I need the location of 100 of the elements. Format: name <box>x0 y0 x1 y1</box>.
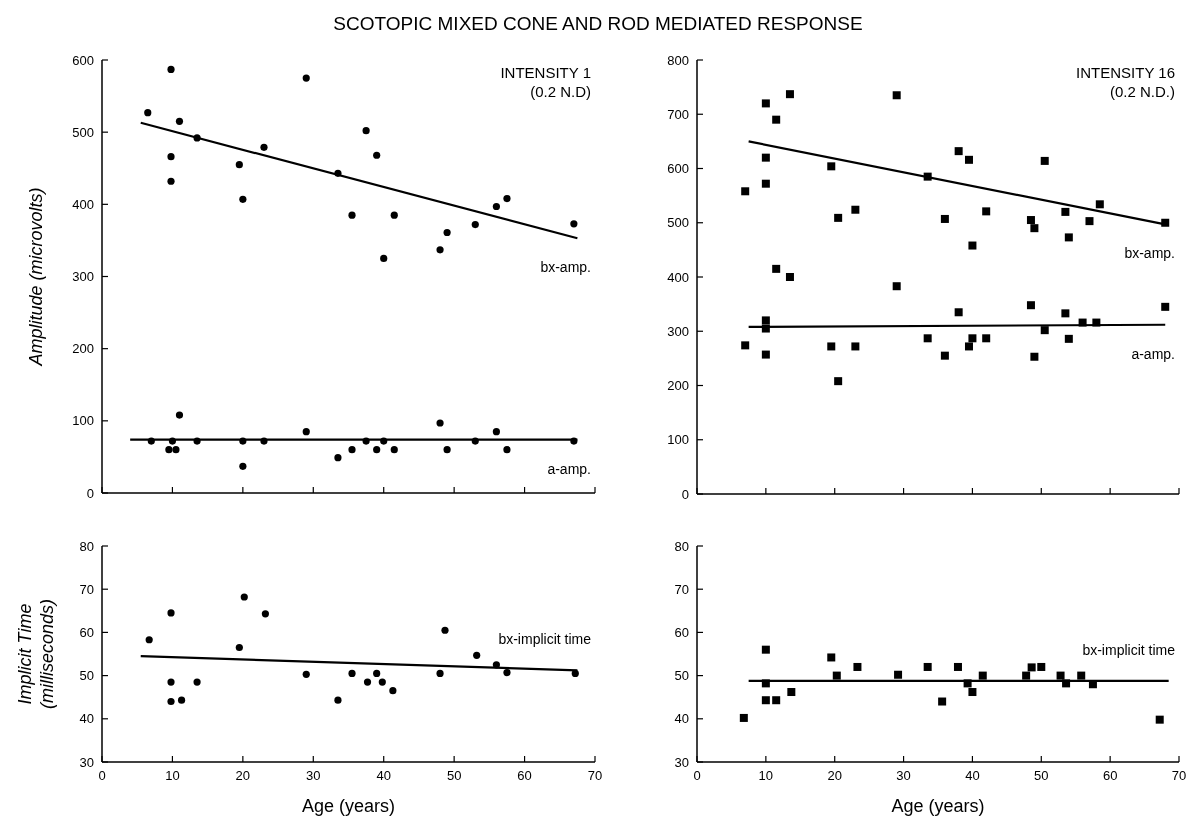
point <box>1064 233 1073 242</box>
point <box>167 65 175 73</box>
point <box>492 428 500 436</box>
y-tick-label: 80 <box>79 538 94 554</box>
y-tick-label: 80 <box>674 538 689 554</box>
point <box>827 162 836 171</box>
point <box>167 153 175 161</box>
point <box>239 195 247 203</box>
point <box>390 446 398 454</box>
point <box>235 161 243 169</box>
x-tick-label: 0 <box>98 768 106 783</box>
point <box>167 678 175 686</box>
point <box>177 696 186 704</box>
point <box>1085 217 1094 226</box>
x-axis-title: Age (years) <box>891 796 985 816</box>
y-tick-label: 700 <box>667 106 689 122</box>
point <box>968 688 977 697</box>
y-tick-label: 50 <box>79 668 94 684</box>
point <box>348 446 356 454</box>
point <box>1026 301 1035 310</box>
point <box>785 90 794 99</box>
point <box>1077 671 1086 680</box>
point <box>761 696 770 705</box>
x-tick-label: 0 <box>693 768 701 783</box>
y-tick-label: 300 <box>667 323 689 339</box>
point <box>761 316 770 325</box>
point <box>851 342 860 351</box>
point <box>145 636 153 644</box>
point <box>503 668 511 677</box>
point <box>761 153 770 162</box>
point <box>362 127 370 135</box>
text: a-amp. <box>1131 345 1175 362</box>
point <box>240 593 248 601</box>
point <box>834 213 843 222</box>
point <box>492 202 500 211</box>
point <box>144 109 152 117</box>
point <box>1030 352 1039 361</box>
point <box>239 462 247 470</box>
point <box>193 678 201 686</box>
y-tick-label: 500 <box>667 215 689 231</box>
point <box>436 246 444 254</box>
point <box>260 143 268 151</box>
point <box>436 419 444 427</box>
point <box>978 671 987 680</box>
point <box>851 205 860 214</box>
point <box>827 653 836 662</box>
point <box>165 446 173 454</box>
point <box>923 334 932 343</box>
point <box>443 228 451 237</box>
point <box>348 211 356 219</box>
x-tick-label: 20 <box>827 768 842 783</box>
point <box>380 254 388 263</box>
point <box>1064 334 1073 343</box>
x-tick-label: 40 <box>376 768 391 783</box>
point <box>853 662 862 671</box>
x-tick-label: 70 <box>587 768 603 783</box>
point <box>832 671 841 680</box>
point <box>373 446 381 454</box>
point <box>940 214 949 223</box>
point <box>334 696 342 704</box>
x-tick-label: 10 <box>165 768 180 783</box>
point <box>892 91 901 100</box>
point <box>1155 715 1164 724</box>
point <box>363 678 372 686</box>
annotation: INTENSITY 1 <box>500 64 591 81</box>
x-axis-title: Age (years) <box>301 796 396 816</box>
point <box>894 670 903 679</box>
point <box>787 688 796 697</box>
point <box>390 211 398 219</box>
point <box>1037 662 1046 671</box>
y-tick-label: 600 <box>72 52 94 68</box>
point <box>1095 200 1104 209</box>
point <box>443 446 451 454</box>
y-tick-label: 30 <box>674 754 689 770</box>
y-tick-label: 60 <box>674 624 689 640</box>
y-tick-label: 0 <box>681 486 689 502</box>
point <box>772 696 781 705</box>
y-tick-label: 60 <box>79 624 94 640</box>
series-label: a-amp. <box>547 460 591 477</box>
point <box>1027 663 1036 672</box>
x-tick-label: 20 <box>235 768 251 783</box>
point <box>261 610 269 618</box>
y-tick-label: 0 <box>86 485 94 501</box>
point <box>892 282 901 291</box>
point <box>940 351 949 360</box>
point <box>741 341 750 350</box>
y-tick-label: 70 <box>79 581 94 597</box>
y-tick-label: 200 <box>72 341 94 357</box>
y-axis-title: Implicit Time (milliseconds) <box>15 598 57 710</box>
point <box>373 151 381 159</box>
point <box>1056 671 1065 680</box>
point <box>772 115 781 124</box>
y-tick-label: 400 <box>667 269 689 285</box>
annotation: (0.2 N.D) <box>530 83 591 100</box>
point <box>954 147 963 156</box>
point <box>964 342 973 351</box>
point <box>968 241 977 250</box>
point <box>772 264 781 273</box>
point <box>761 179 770 188</box>
point <box>1040 156 1049 165</box>
